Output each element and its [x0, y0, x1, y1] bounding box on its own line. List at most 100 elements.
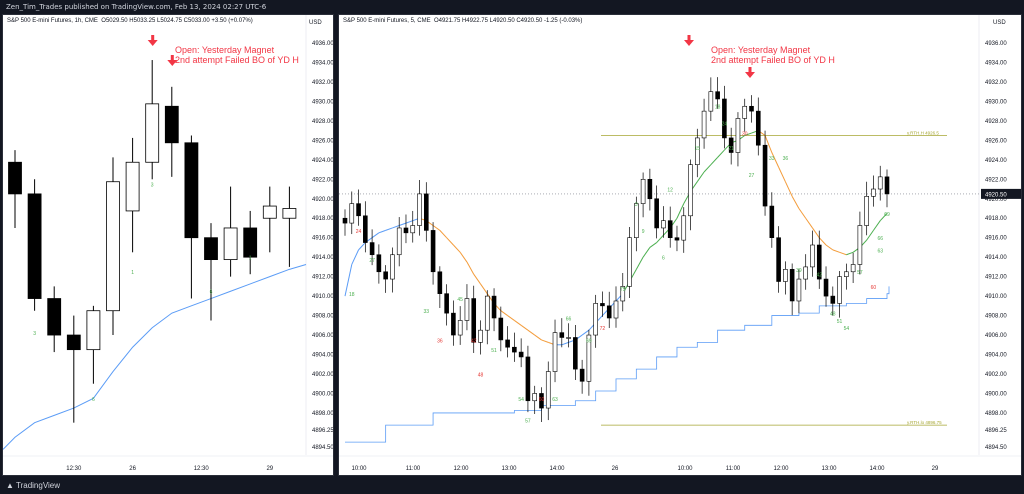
- chart-5m-bar-count-label: 75: [620, 287, 626, 293]
- chart-5m-y-tick: 4898.00: [985, 411, 1007, 417]
- chart-5m-bar-count-label: 18: [349, 292, 355, 298]
- chart-1h-bar-count-label: 6: [92, 397, 95, 403]
- chart-5m-bar-count-label: 18: [715, 105, 721, 111]
- chart-5m-ema-segment: [344, 264, 353, 297]
- chart-5m-y-tick: 4916.00: [985, 236, 1007, 242]
- chart-5m-candle-body: [857, 225, 863, 265]
- chart-5m-ema-segment: [405, 220, 413, 224]
- chart-5m-ema-segment: [771, 152, 780, 168]
- chart-5m-candle-body: [512, 346, 517, 353]
- chart-5m-x-tick: 29: [932, 466, 939, 472]
- chart-5m-candle-body: [871, 188, 876, 197]
- chart-5m-bar-count-label: 42: [816, 273, 822, 279]
- tv-icon: ▲: [6, 481, 14, 490]
- chart-5m-bar-count-label: 15: [695, 146, 701, 152]
- chart-panel-5m[interactable]: 4936.00 4934.00 4932.00 4930.00 4928.00 4926.…: [338, 14, 1022, 476]
- chart-5m-candle-body: [356, 203, 361, 217]
- chart-1h-y-tick: 4918.00: [312, 216, 334, 222]
- chart-5m-ema-segment: [392, 225, 400, 229]
- chart-5m-candle-body: [471, 298, 477, 343]
- chart-5m-candle-body: [539, 393, 544, 409]
- chart-1h-x-tick: 12:30: [194, 466, 210, 472]
- chart-5m-candle-body: [376, 254, 382, 273]
- chart-5m-candle-body: [600, 303, 605, 307]
- chart-5m-y-tick: 4896.25: [985, 428, 1007, 434]
- chart-5m-candle-body: [877, 176, 883, 190]
- chart-5m-bar-count-label: 60: [871, 285, 877, 291]
- chart-1h-x-tick: 29: [266, 466, 273, 472]
- chart-5m-candle-body: [620, 286, 626, 302]
- chart-5m-y-tick: 4920.00: [985, 197, 1007, 203]
- chart-5m-bar-count-label: 36: [437, 338, 443, 344]
- chart-5m-candle-body: [803, 266, 809, 280]
- chart-1h-svg[interactable]: 4936.00 4934.00 4932.00 4930.00 4928.00 4926.…: [3, 15, 334, 476]
- chart-5m-candle-body: [884, 176, 890, 195]
- chart-5m-candle-body: [830, 295, 836, 304]
- chart-5m-ema-segment: [561, 341, 569, 346]
- chart-5m-ema-segment: [818, 237, 827, 246]
- chart-5m-ema-segment: [385, 227, 393, 231]
- chart-5m-candle-body: [342, 217, 348, 224]
- chart-5m-ema-segment: [399, 222, 407, 227]
- chart-5m-bar-count-label: 57: [525, 419, 531, 425]
- chart-1h-bar-count-label: 6: [210, 290, 213, 296]
- chart-5m-y-tick: 4928.00: [985, 119, 1007, 125]
- chart-5m-candle-body: [681, 215, 687, 241]
- chart-1h-y-tick: 4904.00: [312, 353, 334, 359]
- chart-5m-bar-count-label: 27: [749, 173, 755, 179]
- chart-5m-ema-segment: [439, 230, 447, 239]
- chart-5m-candle-body: [776, 237, 781, 282]
- chart-5m-y-tick: 4934.00: [985, 60, 1007, 66]
- chart-5m-ema-segment: [635, 256, 644, 270]
- chart-5m-candle-body: [545, 371, 551, 409]
- chart-5m-candle-body: [593, 303, 598, 336]
- chart-5m-candle-body: [383, 271, 388, 280]
- chart-5m-x-tick: 12:00: [773, 466, 789, 472]
- chart-5m-candle-body: [762, 144, 768, 207]
- chart-5m-ema-segment: [453, 244, 461, 253]
- chart-1h-candle-body: [223, 227, 238, 261]
- chart-5m-candle-body: [525, 356, 531, 402]
- chart-1h-y-tick: 4936.00: [312, 41, 334, 47]
- chart-5m-bar-count-label: 63: [877, 248, 883, 254]
- chart-5m-ema-segment: [764, 135, 773, 153]
- chart-5m-bar-count-label: 9: [642, 229, 645, 235]
- chart-1h-candle-body: [243, 227, 258, 258]
- chart-5m-candle-body: [674, 237, 680, 241]
- chart-5m-bar-count-label: 51: [837, 319, 843, 325]
- chart-5m-x-tick: 11:00: [726, 466, 741, 472]
- chart-1h-annotation: Open: Yesterday Magnet 2nd attempt Faile…: [175, 45, 299, 65]
- chart-5m-x-tick: 14:00: [869, 466, 885, 472]
- chart-5m-last-price-label: 4920.50: [985, 192, 1007, 198]
- chart-5m-candle-body: [694, 137, 700, 165]
- chart-5m-ema-segment: [832, 249, 840, 253]
- chart-5m-candle-body: [505, 339, 510, 348]
- chart-5m-x-tick: 10:00: [351, 466, 367, 472]
- chart-1h-y-tick: 4900.00: [312, 391, 334, 397]
- chart-5m-bar-count-label: 57: [857, 270, 863, 276]
- tradingview-logo[interactable]: ▲ TradingView: [6, 481, 60, 490]
- chart-5m-ema-segment: [514, 320, 522, 326]
- chart-5m-y-tick: 4926.00: [985, 138, 1007, 144]
- chart-5m-candle-body: [396, 227, 402, 256]
- chart-1h-candle-body: [262, 205, 277, 219]
- chart-5m-candle-body: [410, 225, 416, 234]
- chart-5m-candle-body: [552, 332, 558, 372]
- chart-5m-ema-segment: [432, 225, 441, 231]
- chart-1h-y-tick: 4926.00: [312, 138, 334, 144]
- chart-5m-ema-segment: [825, 244, 834, 251]
- chart-panel-1h[interactable]: 4936.00 4934.00 4932.00 4930.00 4928.00 4926.…: [2, 14, 334, 476]
- chart-5m-ema-segment: [541, 339, 549, 343]
- chart-5m-candle-body: [715, 91, 720, 100]
- chart-5m-svg[interactable]: 4936.00 4934.00 4932.00 4930.00 4928.00 4926.…: [339, 15, 1022, 476]
- chart-5m-bar-count-label: 48: [830, 312, 836, 318]
- chart-5m-candle-body: [363, 215, 368, 243]
- chart-5m-y-tick: 4904.00: [985, 353, 1007, 359]
- chart-5m-last-price-tag: [981, 188, 1021, 199]
- chart-5m-symbol: S&P 500 E-mini Futures, 5, CME: [343, 18, 431, 24]
- chart-5m-ema-segment: [466, 261, 475, 275]
- chart-5m-ema-segment: [351, 249, 360, 265]
- chart-5m-bar-count-label: 60: [539, 397, 545, 403]
- chart-5m-bar-count-label: 36: [783, 156, 789, 162]
- chart-5m-candle-body: [810, 244, 815, 268]
